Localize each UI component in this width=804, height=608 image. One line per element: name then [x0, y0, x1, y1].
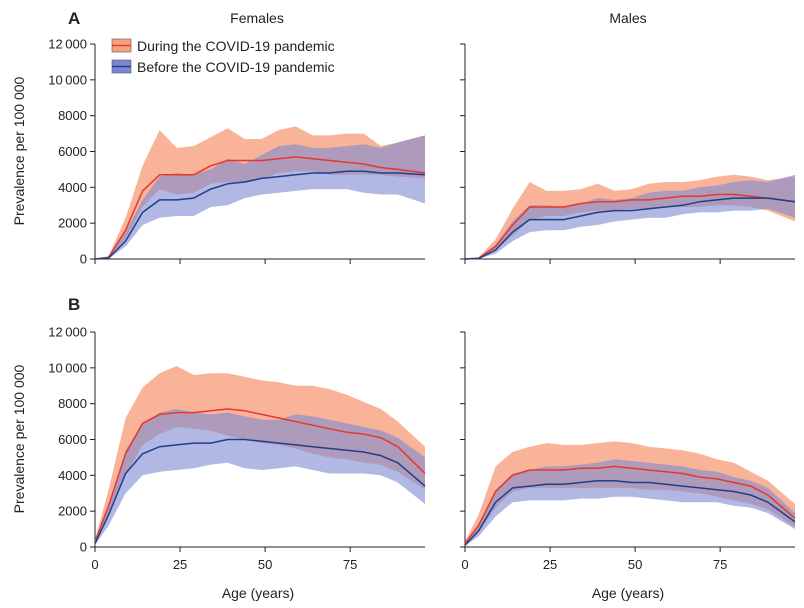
x-tick-label: 75	[713, 557, 727, 572]
line-during	[464, 193, 796, 260]
line-before	[94, 170, 426, 260]
panel-label-b: B	[68, 295, 80, 314]
column-title-females: Females	[230, 10, 284, 26]
y-tick-label: 6000	[58, 432, 87, 447]
y-tick-label: 4000	[58, 180, 87, 195]
legend-label-before: Before the COVID-19 pandemic	[137, 59, 335, 75]
line-during	[94, 408, 426, 542]
line-during	[94, 156, 426, 260]
y-tick-label: 2000	[58, 216, 87, 231]
panel-a-males	[460, 43, 796, 264]
y-tick-label: 0	[80, 540, 87, 555]
x-tick-label: 25	[173, 557, 187, 572]
y-tick-label: 12 000	[48, 325, 87, 340]
x-tick-label: 50	[628, 557, 642, 572]
line-before	[464, 479, 796, 546]
line-during	[464, 465, 796, 544]
x-tick-label: 0	[91, 557, 98, 572]
x-tick-label: 0	[461, 557, 468, 572]
x-axis-label-females: Age (years)	[222, 585, 294, 601]
band-before	[95, 409, 425, 546]
x-tick-label: 50	[258, 557, 272, 572]
band-before	[465, 459, 795, 547]
y-axis-label-a: Prevalence per 100 000	[11, 76, 27, 225]
line-before	[94, 438, 426, 544]
y-tick-label: 10 000	[48, 360, 87, 375]
legend: During the COVID-19 pandemic Before the …	[111, 38, 335, 75]
panels: 0 2000 4000 6000 8000 10 000 12 000 0 2000 4000 60…	[48, 37, 796, 572]
y-tick-label: 0	[80, 252, 87, 267]
line-before	[464, 197, 796, 260]
column-title-males: Males	[609, 10, 646, 26]
y-tick-label: 8000	[58, 108, 87, 123]
y-tick-label: 10 000	[48, 72, 87, 87]
x-axis-label-males: Age (years)	[592, 585, 664, 601]
band-before	[465, 174, 795, 259]
panel-a-females: 0 2000 4000 6000 8000 10 000 12 000	[48, 37, 426, 267]
y-tick-label: 4000	[58, 468, 87, 483]
y-tick-label: 2000	[58, 504, 87, 519]
panel-b-females: 0 2000 4000 6000 8000 10 000 12 000 0 25 50 75	[48, 325, 426, 572]
legend-label-during: During the COVID-19 pandemic	[137, 38, 335, 54]
panel-label-a: A	[68, 9, 80, 28]
y-tick-label: 8000	[58, 396, 87, 411]
y-tick-label: 12 000	[48, 37, 87, 52]
y-tick-label: 6000	[58, 144, 87, 159]
y-axis-label-b: Prevalence per 100 000	[11, 364, 27, 513]
panel-b-males: 0 25 50 75	[460, 331, 796, 572]
band-before	[95, 135, 425, 259]
x-tick-label: 25	[543, 557, 557, 572]
x-tick-label: 75	[343, 557, 357, 572]
